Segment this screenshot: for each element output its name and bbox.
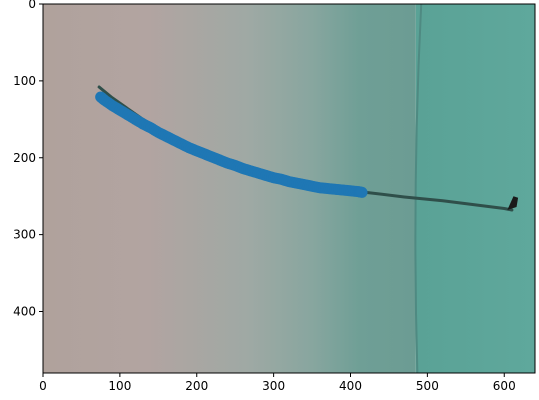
x-tick-label: 300 — [262, 379, 285, 393]
y-tick-label: 0 — [28, 0, 36, 11]
plot-area — [42, 3, 536, 374]
annotation-end-marker — [507, 196, 519, 211]
y-axis: 0 100 200 300 400 — [13, 0, 43, 319]
x-tick-label: 100 — [108, 379, 131, 393]
y-tick-label: 300 — [13, 228, 36, 242]
x-tick-label: 500 — [416, 379, 439, 393]
y-tick-label: 200 — [13, 151, 36, 165]
x-tick-label: 400 — [339, 379, 362, 393]
y-tick-label: 100 — [13, 74, 36, 88]
series-points-layer — [95, 91, 368, 198]
data-point — [356, 186, 368, 198]
background-panel-edge — [414, 3, 423, 374]
x-axis: 0 100 200 300 400 500 600 — [39, 373, 516, 393]
x-tick-label: 200 — [185, 379, 208, 393]
x-tick-label: 0 — [39, 379, 47, 393]
y-tick-label: 400 — [13, 305, 36, 319]
background-teal-panel — [415, 4, 535, 373]
axes-frame — [42, 3, 536, 374]
x-tick-label: 600 — [493, 379, 516, 393]
